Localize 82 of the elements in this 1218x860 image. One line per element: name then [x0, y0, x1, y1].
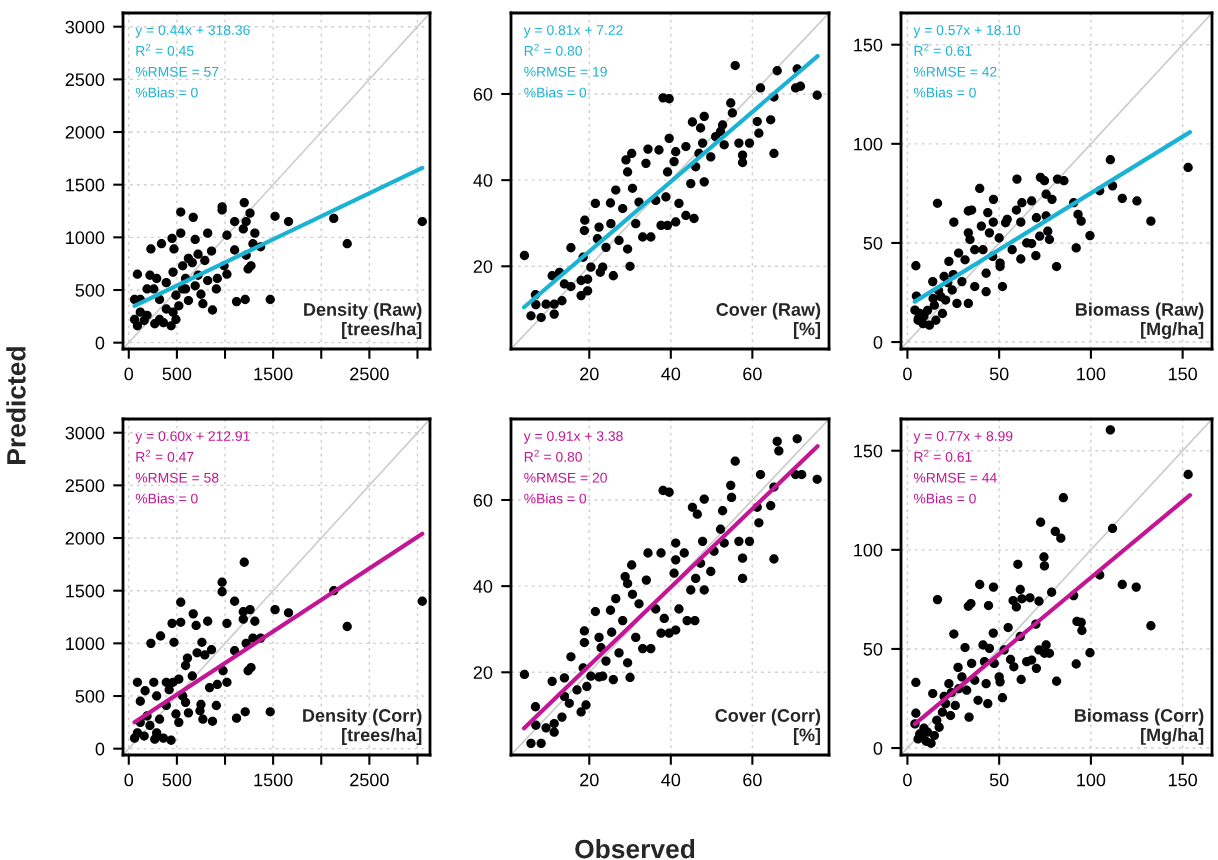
- annotation: %RMSE = 20: [524, 472, 607, 483]
- x-tick-label: 150: [1168, 367, 1197, 381]
- annotation: %Bias = 0: [524, 87, 587, 98]
- y-tick-label: 150: [854, 38, 883, 52]
- y-tick-label: 2000: [65, 531, 105, 545]
- y-tick-label: 60: [473, 493, 493, 507]
- y-tick-label: 150: [854, 444, 883, 458]
- annotation: y = 0.44x + 318.36: [135, 25, 250, 38]
- y-tick-label: 20: [473, 260, 493, 274]
- y-tick-label: 1500: [66, 178, 105, 192]
- y-tick-label: 2000: [65, 125, 105, 139]
- annotation: R$^{2}$ = 0.80: [524, 43, 582, 56]
- y-tick-label: 500: [75, 283, 105, 297]
- annotation: %Bias = 0: [524, 493, 587, 504]
- annotation: R$^{2}$ = 0.80: [524, 449, 582, 462]
- x-tick-label: 20: [580, 367, 599, 381]
- annotation: y = 0.81x + 7.22: [523, 25, 623, 38]
- annotation: y = 0.57x + 18.10: [913, 25, 1021, 38]
- annotation: %RMSE = 58: [135, 472, 219, 483]
- y-tick-label: 1000: [66, 637, 105, 651]
- y-tick-label: 3000: [65, 20, 105, 34]
- y-tick-label: 20: [473, 666, 493, 680]
- text: Biomass (Raw) [Mg/ha]: [1076, 302, 1204, 339]
- annotation: R$^{2}$ = 0.61: [914, 449, 972, 462]
- y-tick-label: 0: [873, 742, 883, 755]
- annotation: %Bias = 0: [135, 493, 198, 504]
- x-tick-label: 40: [661, 367, 681, 381]
- y-tick-label: 1500: [66, 584, 105, 598]
- x-tick-label: 0: [903, 773, 912, 787]
- y-tick-label: 0: [95, 336, 105, 350]
- x-tick-label: 40: [661, 773, 681, 787]
- text: Density (Corr) [trees/ha]: [303, 708, 422, 745]
- annotation: R$^{2}$ = 0.45: [136, 43, 194, 56]
- y-tick-label: 2500: [65, 479, 105, 493]
- annotation: %RMSE = 42: [913, 66, 997, 77]
- text: Cover (Corr) [%]: [715, 708, 821, 745]
- y-tick-label: 2500: [65, 73, 105, 87]
- x-tick-label: 0: [124, 367, 134, 381]
- annotation: R$^{2}$ = 0.61: [914, 43, 972, 56]
- y-tick-label: 3000: [65, 426, 105, 440]
- x-tick-label: 2500: [350, 773, 389, 787]
- y-axis-title: Predicted: [6, 347, 26, 464]
- x-tick-label: 50: [989, 773, 1009, 787]
- annotation: y = 0.91x + 3.38: [523, 431, 623, 444]
- annotation: y = 0.77x + 8.99: [913, 431, 1013, 444]
- annotation: %RMSE = 57: [135, 66, 219, 77]
- annotation: %Bias = 0: [913, 87, 976, 98]
- x-tick-label: 2500: [350, 367, 389, 381]
- x-tick-label: 100: [1077, 367, 1106, 381]
- x-tick-label: 50: [989, 367, 1009, 381]
- y-tick-label: 1000: [66, 231, 105, 245]
- y-tick-label: 60: [473, 87, 493, 101]
- annotation: %Bias = 0: [135, 87, 198, 98]
- y-tick-label: 0: [873, 336, 883, 349]
- y-tick-label: 50: [863, 236, 883, 250]
- x-tick-label: 60: [743, 773, 762, 787]
- annotation: y = 0.60x + 212.91: [135, 431, 250, 444]
- y-tick-label: 100: [854, 543, 883, 557]
- x-tick-label: 0: [124, 773, 134, 787]
- annotation: %RMSE = 44: [913, 472, 997, 483]
- text: Biomass (Corr) [Mg/ha]: [1075, 708, 1204, 745]
- y-tick-label: 500: [75, 689, 105, 703]
- x-tick-label: 500: [162, 773, 192, 787]
- y-tick-label: 0: [95, 742, 105, 756]
- x-tick-label: 0: [903, 367, 912, 381]
- y-tick-label: 40: [473, 174, 493, 187]
- y-tick-label: 100: [854, 137, 883, 151]
- x-tick-label: 1500: [254, 367, 293, 381]
- text: Cover (Raw) [%]: [716, 302, 821, 339]
- y-tick-label: 40: [473, 580, 493, 593]
- x-tick-label: 1500: [254, 773, 293, 787]
- x-tick-label: 100: [1077, 773, 1106, 787]
- x-tick-label: 20: [580, 773, 599, 787]
- x-tick-label: 60: [743, 367, 762, 381]
- x-tick-label: 500: [162, 367, 192, 381]
- x-axis-title: Observed: [575, 839, 695, 859]
- annotation: %Bias = 0: [913, 493, 976, 504]
- annotation: %RMSE = 19: [524, 66, 607, 77]
- annotation: R$^{2}$ = 0.47: [136, 449, 194, 462]
- text: Density (Raw) [trees/ha]: [304, 302, 422, 339]
- y-tick-label: 50: [863, 642, 883, 656]
- x-tick-label: 150: [1168, 773, 1197, 787]
